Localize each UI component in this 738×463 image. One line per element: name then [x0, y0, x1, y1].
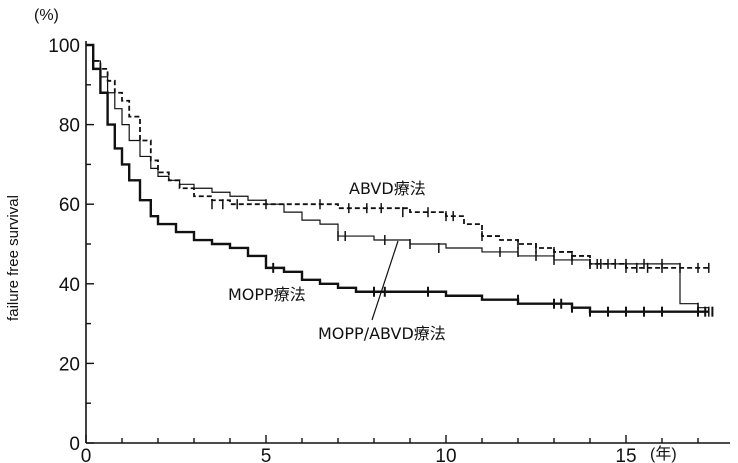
x-tick-label: 10	[435, 446, 456, 463]
series-label-mopp-abvd: MOPP/ABVD療法	[318, 324, 446, 343]
x-tick-label: 15	[615, 446, 636, 463]
series-line-0	[86, 44, 709, 269]
y-tick-label: 40	[59, 275, 80, 296]
axes-layer: 0 20 40 60 80 100 0 5 10 15	[48, 36, 730, 463]
x-tick-label: 0	[81, 446, 92, 463]
y-axis-label: failure free survival	[5, 195, 22, 321]
series-layer	[86, 43, 714, 317]
y-tick-label: 0	[69, 434, 80, 455]
series-label-abvd: ABVD療法	[349, 179, 426, 198]
labels-layer: (%) (年) failure free survival ABVD療法 MOP…	[5, 7, 677, 463]
y-tick-label: 20	[59, 354, 80, 375]
x-unit-label: (年)	[650, 445, 677, 463]
series-label-mopp: MOPP療法	[228, 285, 306, 304]
y-unit-label: (%)	[34, 7, 59, 24]
y-tick-label: 60	[59, 195, 80, 216]
y-tick-label: 80	[59, 116, 80, 137]
x-tick-label: 5	[261, 446, 272, 463]
y-tick-label: 100	[48, 36, 80, 57]
mopp-abvd-pointer-line	[371, 240, 399, 321]
